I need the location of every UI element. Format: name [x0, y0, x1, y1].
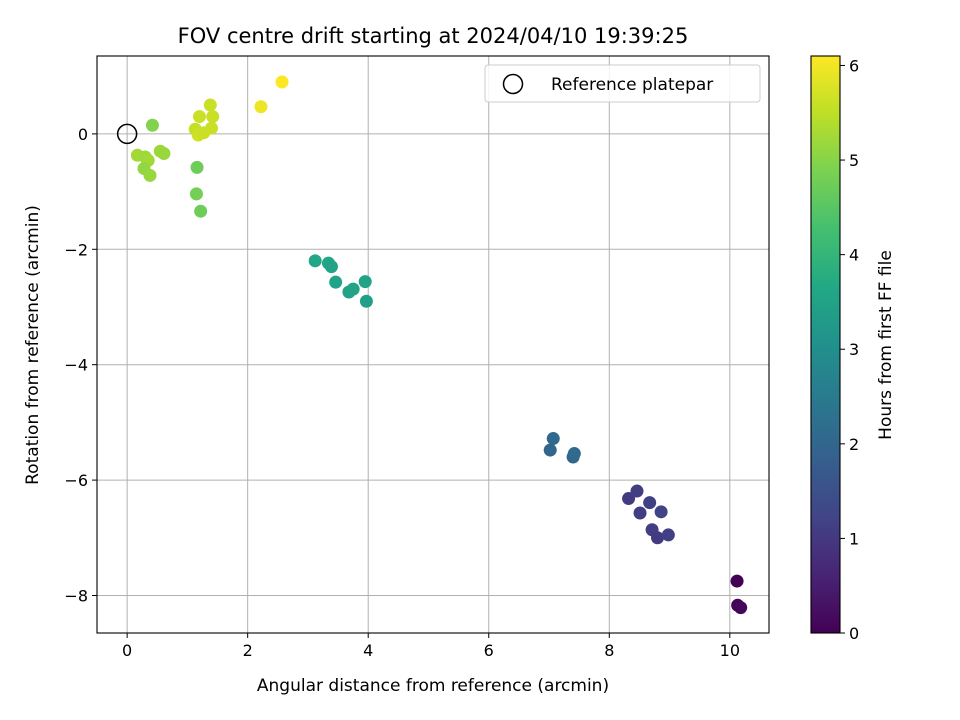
colorbar-tick-label: 0 — [849, 624, 859, 643]
x-tick-label: 4 — [363, 641, 373, 660]
scatter-point — [630, 484, 644, 498]
plot-frame — [96, 55, 770, 634]
scatter-point — [254, 100, 268, 114]
scatter-points — [130, 75, 748, 615]
colorbar-tick-label: 5 — [849, 151, 859, 170]
scatter-point — [546, 432, 560, 446]
colorbar-tick-label: 6 — [849, 56, 859, 75]
colorbar-tick-label: 2 — [849, 435, 859, 454]
legend-entry-label: Reference platepar — [551, 75, 713, 95]
x-tick-label: 8 — [604, 641, 614, 660]
legend-box — [484, 64, 761, 103]
legend-marker-icon — [502, 73, 524, 95]
colorbar-gradient — [811, 56, 840, 633]
scatter-point — [734, 601, 748, 615]
x-axis-ticks: 0 2 4 6 8 10 — [122, 633, 740, 660]
scatter-point — [329, 275, 343, 289]
scatter-point — [543, 443, 557, 457]
colorbar-ticks: 0 1 2 3 4 5 6 — [840, 56, 859, 643]
scatter-point — [730, 574, 744, 588]
reference-platepar-marker — [116, 123, 138, 145]
colorbar-frame — [810, 55, 841, 634]
colorbar-label: Hours from first FF file — [876, 250, 896, 440]
scatter-point — [275, 75, 289, 89]
scatter-point — [203, 98, 217, 112]
scatter-point — [643, 496, 657, 510]
scatter-point — [189, 187, 203, 201]
y-axis-ticks: −8 −6 −4 −2 0 — [64, 125, 97, 605]
x-tick-label: 0 — [122, 641, 132, 660]
scatter-point — [359, 294, 373, 308]
y-tick-label: 0 — [78, 125, 88, 144]
scatter-point — [205, 121, 219, 135]
plot-background — [97, 56, 769, 633]
scatter-point — [324, 260, 338, 274]
scatter-point — [206, 110, 220, 124]
y-tick-label: −4 — [64, 356, 88, 375]
legend: Reference platepar — [484, 64, 761, 103]
x-tick-label: 2 — [243, 641, 253, 660]
y-tick-label: −6 — [64, 471, 88, 490]
colorbar-tick-label: 4 — [849, 246, 859, 265]
scatter-point — [358, 275, 372, 289]
scatter-point — [143, 168, 157, 182]
x-tick-label: 6 — [484, 641, 494, 660]
colorbar-tick-label: 1 — [849, 529, 859, 548]
scatter-point — [190, 160, 204, 174]
y-axis-label: Rotation from reference (arcmin) — [23, 205, 43, 485]
scatter-point — [346, 282, 360, 296]
scatter-point — [194, 204, 208, 218]
y-tick-label: −2 — [64, 240, 88, 259]
colorbar: 0 1 2 3 4 5 6 Hours from first FF file — [810, 55, 896, 643]
chart-title: FOV centre drift starting at 2024/04/10 … — [178, 24, 689, 48]
scatter-point — [145, 118, 159, 132]
colorbar-tick-label: 3 — [849, 340, 859, 359]
x-tick-label: 10 — [720, 641, 740, 660]
scatter-point — [157, 147, 171, 161]
scatter-point — [651, 531, 665, 545]
scatter-point — [192, 110, 206, 124]
x-axis-label: Angular distance from reference (arcmin) — [257, 676, 609, 696]
scatter-point — [567, 447, 581, 461]
scatter-point — [661, 528, 675, 542]
scatter-point — [622, 492, 636, 506]
scatter-point — [654, 505, 668, 519]
scatter-point — [633, 506, 647, 520]
y-tick-label: −8 — [64, 586, 88, 605]
scatter-point — [308, 254, 322, 268]
